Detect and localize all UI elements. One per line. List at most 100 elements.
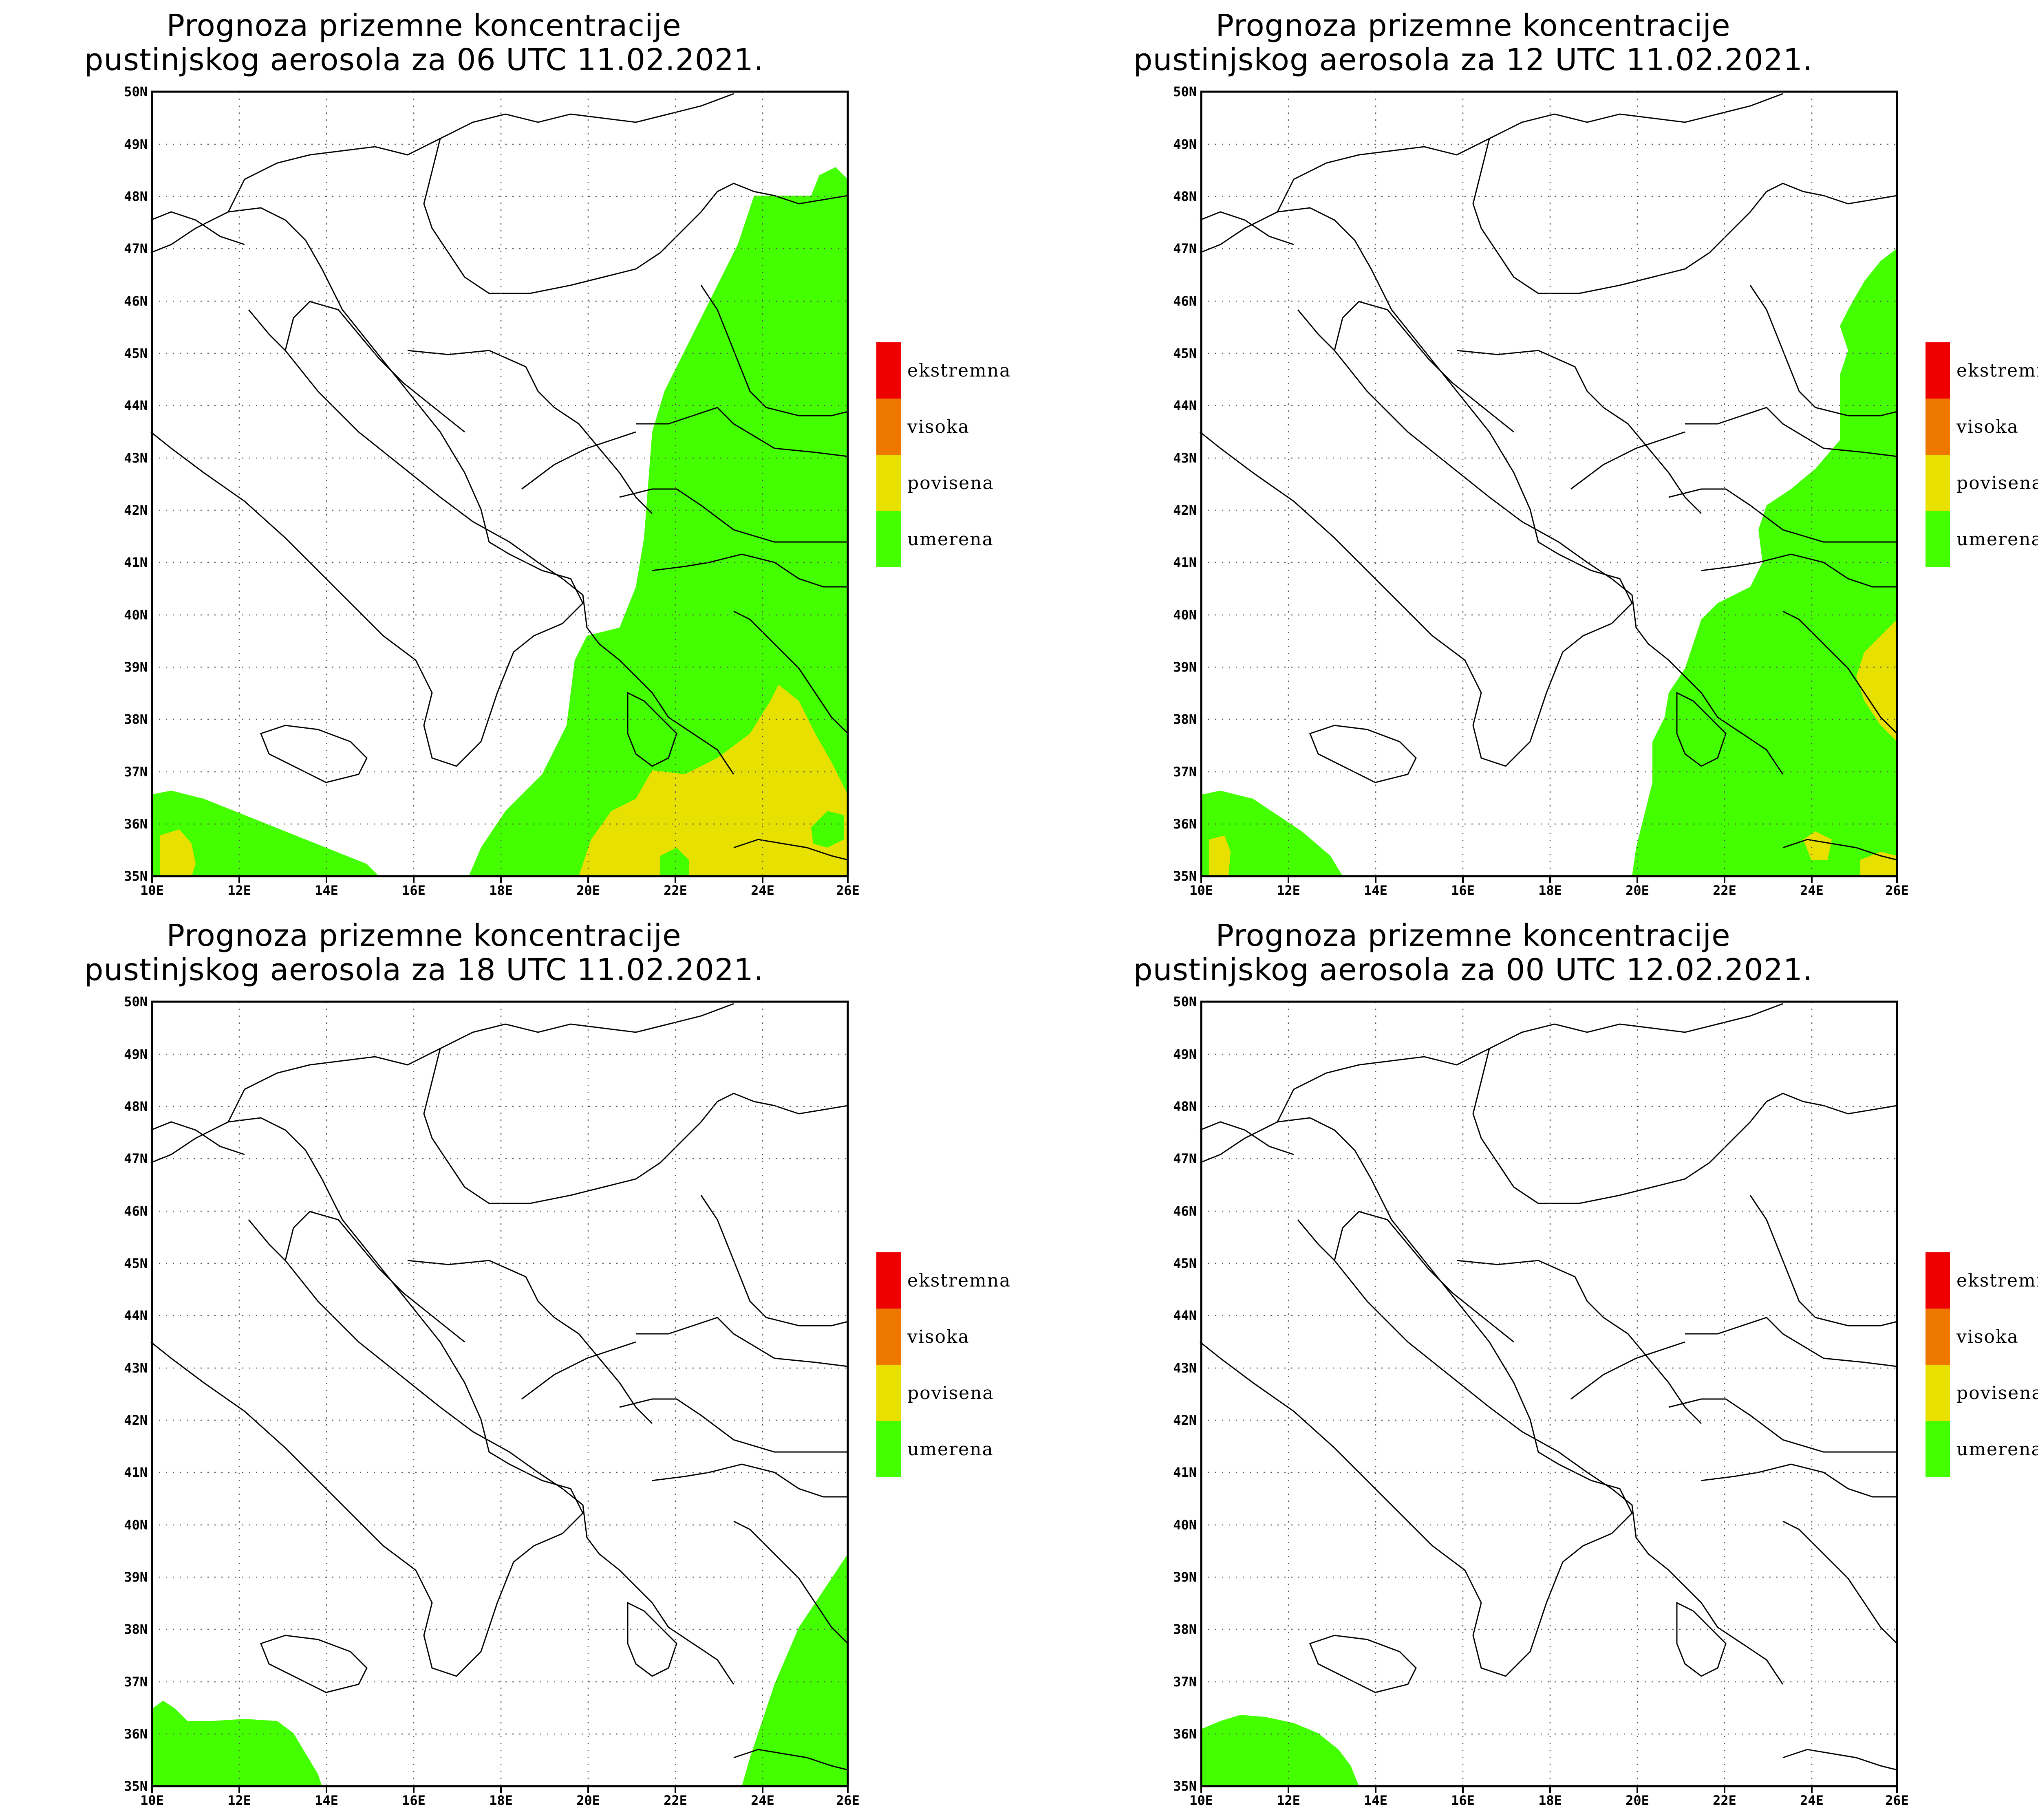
y-tick-label: 50N [1173, 994, 1197, 1009]
x-tick-label: 14E [315, 883, 338, 898]
x-tick-label: 20E [1626, 1793, 1649, 1808]
axis-ticks [151, 1786, 849, 1793]
x-tick-label: 10E [140, 883, 164, 898]
x-tick-label: 26E [836, 883, 860, 898]
dust-map: 10E 12E 14E 16E 18E 20E 22E 24E 26E 35N … [124, 84, 860, 898]
legend-label-umerena: umerena [907, 529, 994, 550]
x-tick-label: 14E [1364, 1793, 1387, 1808]
x-tick-label: 12E [227, 883, 251, 898]
y-tick-label: 40N [124, 607, 148, 623]
legend-label-ekstremna: ekstremna [1956, 360, 2038, 381]
y-tick-label: 36N [124, 816, 148, 832]
y-tick-label: 40N [1173, 1517, 1197, 1533]
coastlines-and-borders [1200, 93, 1898, 861]
y-tick-label: 39N [124, 659, 148, 675]
y-tick-label: 46N [124, 293, 148, 309]
x-tick-label: 18E [489, 1793, 513, 1808]
title-line-2: pustinjskog aerosola za 06 UTC 11.02.202… [84, 42, 764, 77]
y-tick-label: 39N [1173, 1569, 1197, 1585]
y-tick-label: 40N [124, 1517, 148, 1533]
y-tick-label: 46N [1173, 1203, 1197, 1219]
title-line-2: pustinjskog aerosola za 18 UTC 11.02.202… [84, 952, 764, 987]
x-tick-labels: 10E 12E 14E 16E 18E 20E 22E 24E 26E [140, 1793, 860, 1808]
legend-label-ekstremna: ekstremna [907, 360, 1011, 381]
y-tick-label: 35N [1173, 868, 1197, 884]
map-frame [1200, 1000, 1898, 1787]
dust-concentration-fill [1201, 249, 1897, 876]
legend-swatch-povisena [876, 455, 901, 511]
y-tick-label: 49N [124, 137, 148, 152]
umerena-area [1201, 791, 1343, 876]
y-tick-label: 44N [124, 1308, 148, 1323]
legend-label-povisena: povisena [1956, 473, 2038, 494]
dust-map: 10E 12E 14E 16E 18E 20E 22E 24E 26E 35N … [1173, 84, 1909, 898]
x-tick-label: 14E [1364, 883, 1387, 898]
umerena-area [1632, 249, 1897, 876]
axis-ticks [1200, 1786, 1898, 1793]
y-tick-label: 44N [124, 398, 148, 413]
y-tick-label: 49N [1173, 1047, 1197, 1062]
dust-map: 10E 12E 14E 16E 18E 20E 22E 24E 26E 35N … [1173, 994, 1909, 1808]
x-tick-label: 18E [1538, 883, 1562, 898]
x-tick-label: 16E [402, 1793, 426, 1808]
y-tick-labels: 35N 36N 37N 38N 39N 40N 41N 42N 43N 44N … [1173, 994, 1197, 1794]
y-tick-label: 41N [124, 555, 148, 570]
y-tick-label: 35N [1173, 1778, 1197, 1794]
y-tick-label: 46N [1173, 293, 1197, 309]
x-tick-label: 16E [1451, 1793, 1475, 1808]
y-tick-label: 35N [124, 1778, 148, 1794]
legend-swatch-visoka [876, 1309, 901, 1365]
y-tick-label: 38N [1173, 712, 1197, 727]
legend-swatch-umerena [1926, 1421, 1950, 1477]
legend-label-povisena: povisena [1956, 1383, 2038, 1404]
y-tick-label: 40N [1173, 607, 1197, 623]
y-tick-label: 48N [124, 189, 148, 204]
graticule [152, 1002, 848, 1786]
legend-swatch-umerena [876, 511, 901, 567]
dust-concentration-fill [1201, 1715, 1359, 1786]
legend-label-povisena: povisena [907, 473, 994, 494]
y-tick-label: 42N [1173, 1412, 1197, 1428]
y-tick-label: 44N [1173, 398, 1197, 413]
map-frame [1200, 90, 1898, 877]
y-tick-label: 39N [124, 1569, 148, 1585]
umerena-area [660, 848, 689, 876]
y-tick-label: 36N [124, 1726, 148, 1742]
legend-swatch-ekstremna [1926, 342, 1950, 399]
legend-swatch-umerena [876, 1421, 901, 1477]
coastlines-and-borders [1200, 1003, 1898, 1771]
y-tick-label: 45N [1173, 346, 1197, 361]
legend-label-visoka: visoka [1956, 1326, 2019, 1347]
y-tick-label: 43N [1173, 450, 1197, 466]
x-tick-label: 20E [576, 1793, 600, 1808]
y-tick-label: 50N [124, 994, 148, 1009]
umerena-area [152, 1701, 322, 1786]
dust-concentration-fill [152, 1554, 848, 1786]
legend-label-visoka: visoka [907, 416, 970, 437]
x-tick-label: 18E [489, 883, 513, 898]
umerena-area [742, 1554, 848, 1786]
legend: ekstremna visoka povisena umerena [1926, 342, 2038, 571]
x-tick-label: 10E [1189, 1793, 1213, 1808]
y-tick-label: 50N [1173, 84, 1197, 99]
x-tick-label: 20E [576, 883, 600, 898]
y-tick-label: 42N [1173, 502, 1197, 518]
forecast-panel-18utc: Prognoza prizemne koncentracije pustinjs… [0, 910, 1043, 1820]
legend-swatch-povisena [1926, 1365, 1950, 1421]
y-tick-label: 42N [124, 502, 148, 518]
umerena-area [469, 167, 848, 876]
x-tick-label: 26E [1885, 883, 1909, 898]
y-tick-label: 38N [124, 712, 148, 727]
x-tick-label: 24E [1800, 883, 1824, 898]
y-tick-label: 45N [124, 346, 148, 361]
y-tick-label: 48N [1173, 189, 1197, 204]
y-tick-label: 41N [124, 1465, 148, 1480]
legend-label-povisena: povisena [907, 1383, 994, 1404]
legend-swatch-visoka [1926, 399, 1950, 455]
legend-swatch-umerena [1926, 511, 1950, 567]
legend-label-umerena: umerena [1956, 529, 2038, 550]
map-frame [151, 90, 849, 877]
legend: ekstremna visoka povisena umerena [876, 342, 1048, 571]
x-tick-label: 16E [402, 883, 426, 898]
y-tick-label: 43N [124, 1360, 148, 1376]
